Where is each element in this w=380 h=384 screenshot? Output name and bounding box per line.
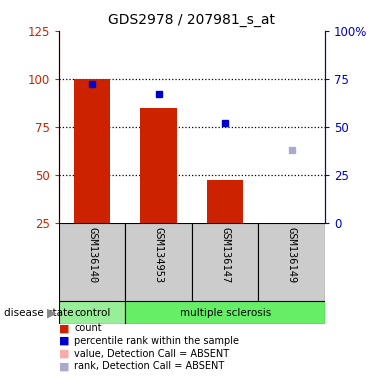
Text: ■: ■	[59, 361, 70, 371]
Bar	[192, 223, 258, 301]
Text: GSM136149: GSM136149	[287, 227, 297, 283]
Bar	[207, 180, 244, 223]
Title: GDS2978 / 207981_s_at: GDS2978 / 207981_s_at	[108, 13, 276, 27]
Text: ▶: ▶	[46, 306, 56, 319]
Text: percentile rank within the sample: percentile rank within the sample	[74, 336, 239, 346]
Text: GSM134953: GSM134953	[154, 227, 164, 283]
Text: ■: ■	[59, 323, 70, 333]
Text: GSM136147: GSM136147	[220, 227, 230, 283]
Text: control: control	[74, 308, 110, 318]
Bar	[59, 301, 125, 324]
Text: count: count	[74, 323, 102, 333]
Text: ■: ■	[59, 336, 70, 346]
Text: disease state: disease state	[4, 308, 73, 318]
Text: GSM136140: GSM136140	[87, 227, 97, 283]
Bar	[59, 223, 125, 301]
Bar	[258, 223, 325, 301]
Text: rank, Detection Call = ABSENT: rank, Detection Call = ABSENT	[74, 361, 224, 371]
Bar	[140, 108, 177, 223]
Text: value, Detection Call = ABSENT: value, Detection Call = ABSENT	[74, 349, 229, 359]
Bar	[74, 79, 111, 223]
Text: ■: ■	[59, 349, 70, 359]
Bar	[125, 301, 325, 324]
Text: multiple sclerosis: multiple sclerosis	[179, 308, 271, 318]
Bar	[125, 223, 192, 301]
